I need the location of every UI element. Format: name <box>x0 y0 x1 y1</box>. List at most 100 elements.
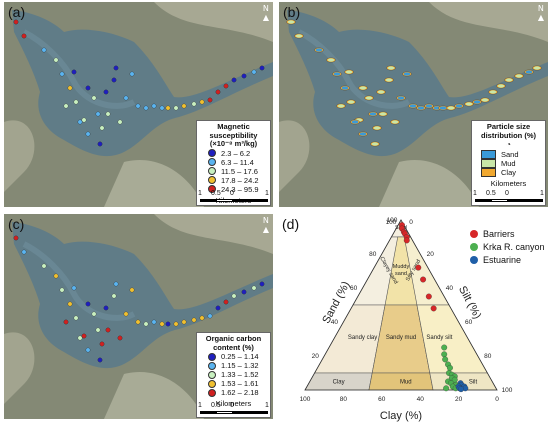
sample-site-marker <box>165 105 171 111</box>
sample-site-marker <box>241 73 247 79</box>
sample-site-marker <box>191 101 197 107</box>
sample-site-marker <box>251 69 257 75</box>
data-point-barriers <box>420 276 427 283</box>
scale-bar-c: 1 0.5 0 1 <box>198 402 270 416</box>
sample-site-marker <box>181 103 187 109</box>
data-point-krka-r-canyon <box>441 351 448 358</box>
sample-site-marker <box>111 293 117 299</box>
pie-marker-icon <box>496 83 506 89</box>
axis-title-silt: Silt (%) <box>456 284 483 321</box>
legend-symbol-icon <box>208 149 216 157</box>
sample-site-marker <box>215 305 221 311</box>
sample-site-marker <box>123 311 129 317</box>
legend-b-title-1: Particle size <box>486 122 531 131</box>
sample-site-marker <box>151 103 157 109</box>
legend-item-label: 0.25 – 1.14 <box>221 352 259 361</box>
pie-marker-icon <box>396 95 406 101</box>
sample-site-marker <box>97 141 103 147</box>
sample-site-marker <box>95 327 101 333</box>
ternary-outline <box>304 219 498 391</box>
legend-dot-icon <box>470 255 478 264</box>
sample-site-marker <box>85 347 91 353</box>
sample-site-marker <box>53 273 59 279</box>
sample-site-marker <box>143 105 149 111</box>
tick-label-apex: 100 <box>386 219 397 226</box>
legend-a-title-2: susceptibility <box>209 130 258 140</box>
pie-marker-icon <box>480 97 490 103</box>
tick-label-sand: 60 <box>350 285 358 292</box>
pie-marker-icon <box>472 99 482 105</box>
sample-site-marker <box>207 313 213 319</box>
legend-symbol-icon <box>208 370 216 379</box>
legend-symbol-icon <box>208 361 216 370</box>
legend-item-label: 6.3 – 11.4 <box>221 157 254 167</box>
field-label-sandy-clay: Sandy clay <box>348 335 377 341</box>
legend-item: 1.15 – 1.32 <box>200 361 267 370</box>
tick-label-silt: 40 <box>446 285 454 292</box>
legend-c-title-2: content (%) <box>213 342 254 352</box>
sample-site-marker <box>105 327 111 333</box>
panel-b-label: (b) <box>283 4 301 20</box>
sample-site-marker <box>199 99 205 105</box>
pie-marker-icon <box>332 71 342 77</box>
sample-site-marker <box>103 89 109 95</box>
tick-label-sand: 20 <box>312 353 320 360</box>
pie-marker-icon <box>336 103 346 109</box>
pie-marker-icon <box>358 85 368 91</box>
legend-item: 1.33 – 1.52 <box>200 370 267 379</box>
tick-label-silt: 100 <box>502 387 513 394</box>
data-point-barriers <box>415 264 422 271</box>
tick-label-sand: 40 <box>331 319 339 326</box>
legend-item-label: 11.5 – 17.6 <box>221 166 258 176</box>
pie-marker-icon <box>358 131 368 137</box>
sample-site-marker <box>53 57 59 63</box>
sample-site-marker <box>173 321 179 327</box>
sample-site-marker <box>105 111 111 117</box>
sample-site-marker <box>129 287 135 293</box>
sample-site-marker <box>81 117 87 123</box>
ternary-legend-label: Barriers <box>483 228 515 239</box>
legend-b: Particle size distribution (%) ◔ Sand Mud… <box>471 120 546 206</box>
sample-site-marker <box>113 281 119 287</box>
sample-site-marker <box>81 333 87 339</box>
pie-icon: ◔ <box>506 140 511 149</box>
axis-title-clay: Clay (%) <box>380 410 422 422</box>
legend-item: 1.53 – 1.61 <box>200 379 267 388</box>
tick-label-clay: 40 <box>417 396 425 403</box>
field-label-silt: Silt <box>469 380 478 386</box>
panel-c-organic-carbon-map: (c) N ▲ Organic carbon content (%) 0.25 –… <box>4 214 273 419</box>
pie-marker-icon <box>454 103 464 109</box>
legend-item-label: 1.62 – 2.18 <box>221 388 259 397</box>
sample-site-marker <box>21 33 27 39</box>
legend-a-title-3: (×10⁻⁸ m³/kg) <box>209 139 258 148</box>
sample-site-marker <box>95 111 101 117</box>
panel-a-magnetic-map: (a) N ▲ Magnetic susceptibility (×10⁻⁸ m³… <box>4 2 273 207</box>
map-a-background <box>4 2 273 207</box>
sample-site-marker <box>13 19 19 25</box>
sample-site-marker <box>21 249 27 255</box>
sample-site-marker <box>77 119 83 125</box>
legend-b-title-2: distribution (%) <box>481 130 536 140</box>
legend-symbol-icon <box>208 167 216 175</box>
sample-site-marker <box>113 65 119 71</box>
legend-c: Organic carbon content (%) 0.25 – 1.14 1.… <box>196 332 271 418</box>
sample-site-marker <box>215 89 221 95</box>
legend-item-label: Clay <box>501 168 517 177</box>
data-point-estuarine <box>458 386 464 393</box>
north-arrow-icon: N ▲ <box>262 216 269 234</box>
sample-site-marker <box>91 95 97 101</box>
sample-site-marker <box>73 315 79 321</box>
legend-item-label: Sand <box>501 150 519 159</box>
pie-marker-icon <box>384 77 394 83</box>
ternary-legend-label: Krka R. canyon <box>483 241 545 252</box>
sample-site-marker <box>207 97 213 103</box>
sample-site-marker <box>71 285 77 291</box>
sample-site-marker <box>259 281 265 287</box>
ternary-legend-item: Krka R. canyon <box>470 240 545 253</box>
sample-site-marker <box>223 83 229 89</box>
legend-item-label: 2.3 – 6.2 <box>221 148 251 158</box>
sample-site-marker <box>85 85 91 91</box>
legend-a-title-1: Magnetic <box>217 122 250 131</box>
field-label-sandy-mud: Sandy mud <box>386 335 416 341</box>
